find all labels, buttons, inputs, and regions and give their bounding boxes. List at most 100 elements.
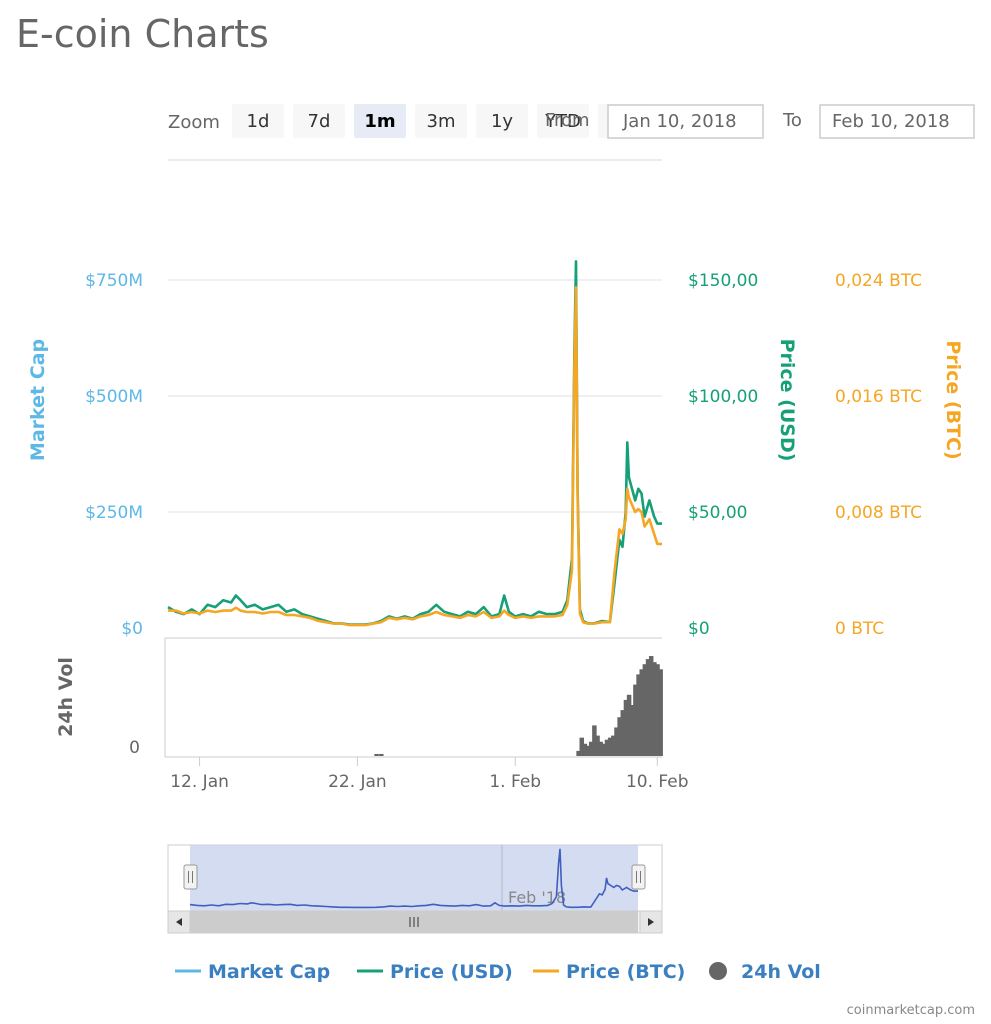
- legend-item-market-cap[interactable]: Market Cap: [175, 961, 330, 983]
- volume-bar: [592, 725, 597, 756]
- navigator[interactable]: Feb '18: [167, 844, 663, 934]
- zoom-button-1y[interactable]: [476, 104, 528, 138]
- navigator-left-handle[interactable]: [183, 864, 198, 890]
- price-btc-line: [168, 286, 662, 627]
- from-label: From: [545, 110, 590, 131]
- legend-item-price-btc[interactable]: Price (BTC): [533, 961, 685, 983]
- price-usd-tick-label: $150,00: [688, 271, 758, 291]
- legend-item-price-usd[interactable]: Price (USD): [357, 961, 513, 983]
- volume-bar: [379, 753, 384, 756]
- volume-bar: [633, 684, 638, 756]
- from-date-input[interactable]: Jan 10, 2018: [622, 111, 737, 132]
- price-btc-tick-label: 0,016 BTC: [835, 387, 922, 407]
- volume-bar: [652, 662, 657, 756]
- right-handle-box[interactable]: [631, 864, 646, 890]
- credits-link[interactable]: coinmarketcap.com: [846, 1003, 975, 1018]
- navigator-series-line: [189, 848, 638, 909]
- market-cap-axis-title: Market Cap: [27, 339, 49, 461]
- series-layer: [167, 260, 662, 627]
- price-btc-tick-label: 0 BTC: [835, 619, 884, 639]
- volume-bar: [585, 745, 591, 756]
- zoom-button-3m[interactable]: [415, 104, 467, 138]
- zoom-button-1d[interactable]: [232, 104, 284, 138]
- volume-bar: [582, 743, 588, 756]
- zoom-button-label[interactable]: 3m: [427, 111, 456, 132]
- volume-bar: [607, 737, 613, 756]
- arrow-right-icon: [648, 918, 654, 926]
- legend-label[interactable]: Market Cap: [208, 961, 330, 983]
- zoom-button-7d[interactable]: [293, 104, 345, 138]
- legend-item-24h-vol[interactable]: 24h Vol: [709, 961, 821, 983]
- navigator-selection[interactable]: [190, 845, 638, 911]
- zoom-label: Zoom: [168, 112, 220, 133]
- market-cap-tick-label: $750M: [85, 271, 143, 291]
- arrow-left-icon: [176, 918, 182, 926]
- volume-bar: [617, 717, 622, 756]
- price-usd-tick-label: $50,00: [688, 503, 747, 523]
- x-tick-label: 1. Feb: [489, 772, 541, 792]
- range-selector: Zoom 1d7d1m3m1yYTDALL From Jan 10, 2018 …: [168, 104, 975, 139]
- volume-bar: [658, 669, 663, 756]
- left-handle-box[interactable]: [183, 864, 198, 890]
- volume-bar: [639, 669, 644, 756]
- zoom-button-ytd[interactable]: [537, 104, 589, 138]
- price-btc-tick-label: 0,024 BTC: [835, 271, 922, 291]
- from-date-box[interactable]: [607, 104, 764, 139]
- page-title: E-coin Charts: [16, 12, 269, 56]
- gridlines: [168, 279, 662, 513]
- volume-bar: [595, 735, 600, 756]
- price-usd-tick-label: $100,00: [688, 387, 758, 407]
- volume-bar: [598, 741, 603, 756]
- zoom-button-label[interactable]: 1m: [364, 111, 395, 132]
- volume-bar: [576, 750, 581, 756]
- zoom-button-label[interactable]: 1y: [491, 111, 513, 132]
- price-usd-tick-label: $0: [688, 619, 710, 639]
- market-cap-tick-label: $250M: [85, 503, 143, 523]
- volume-tick-label: 0: [129, 738, 140, 758]
- volume-axis-title: 24h Vol: [55, 657, 77, 737]
- volume-bar: [611, 735, 616, 756]
- volume-bar: [645, 659, 651, 756]
- volume-bars: [374, 656, 663, 756]
- x-tick-label: 22. Jan: [328, 772, 387, 792]
- zoom-button-label[interactable]: 7d: [308, 111, 331, 132]
- zoom-button-label[interactable]: YTD: [544, 111, 581, 132]
- zoom-button-1m[interactable]: [354, 104, 406, 138]
- market-cap-tick-label: $500M: [85, 387, 143, 407]
- volume-bar: [604, 739, 610, 756]
- volume-bar: [588, 741, 594, 756]
- legend: Market Cap Price (USD) Price (BTC) 24h Vol: [175, 961, 821, 983]
- navigator-right-handle[interactable]: [631, 864, 646, 890]
- volume-bar: [374, 753, 379, 756]
- volume-bar: [648, 656, 654, 756]
- volume-bar: [630, 705, 635, 756]
- price-btc-axis-title: Price (BTC): [942, 340, 964, 459]
- legend-label[interactable]: Price (BTC): [566, 961, 685, 983]
- market-cap-tick-label: $0: [121, 619, 143, 639]
- zoom-button-label[interactable]: 1d: [247, 111, 270, 132]
- volume-bar: [636, 674, 641, 756]
- legend-label[interactable]: Price (USD): [390, 961, 513, 983]
- volume-bar: [655, 664, 660, 756]
- to-date-box[interactable]: [819, 104, 975, 139]
- x-tick-label: 12. Jan: [170, 772, 229, 792]
- scrollbar-grip-icon: [409, 917, 419, 927]
- volume-bar: [620, 710, 626, 756]
- navigator-label: Feb '18: [508, 888, 566, 907]
- legend-dot-icon: [709, 962, 727, 980]
- volume-bar: [579, 737, 585, 756]
- volume-bar: [642, 664, 648, 756]
- price-usd-line: [167, 260, 662, 626]
- legend-label[interactable]: 24h Vol: [741, 961, 821, 983]
- volume-bar: [623, 699, 629, 756]
- tick-labels: $0 $0 0 BTC $250M $50,00 0,008 BTC $500M $100,0…: [85, 271, 922, 758]
- price-btc-tick-label: 0,008 BTC: [835, 503, 922, 523]
- to-label: To: [782, 110, 802, 131]
- price-usd-axis-title: Price (USD): [776, 339, 798, 462]
- x-axis: 12. Jan 22. Jan 1. Feb 10. Feb: [170, 757, 689, 792]
- to-date-input[interactable]: Feb 10, 2018: [832, 111, 950, 132]
- volume-bar: [601, 743, 607, 756]
- x-tick-label: 10. Feb: [626, 772, 689, 792]
- volume-bar: [614, 727, 619, 756]
